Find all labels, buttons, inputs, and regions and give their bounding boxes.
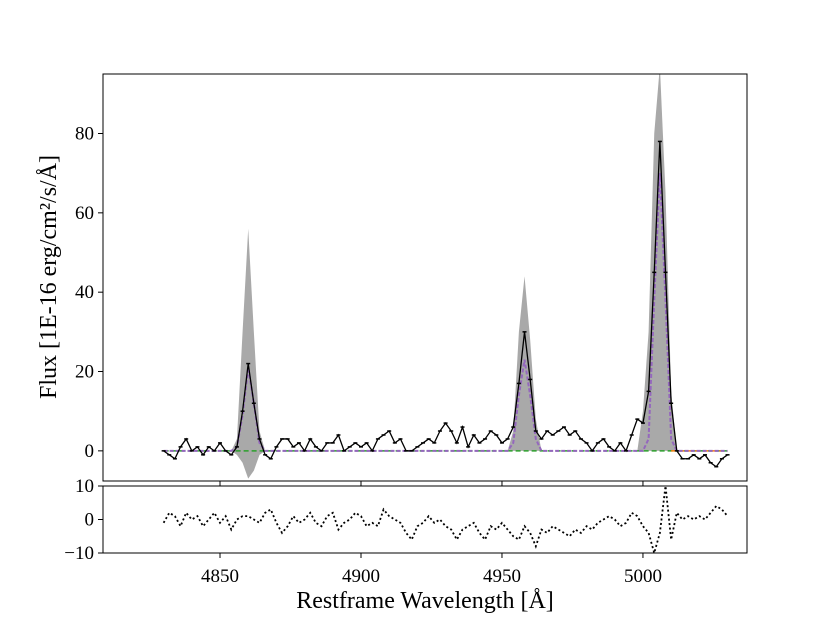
y-tick-label: 80 — [75, 124, 94, 145]
y-tick-label: 20 — [75, 362, 94, 383]
envelope — [163, 74, 728, 479]
main-plot — [161, 74, 730, 479]
y-tick-label: 40 — [75, 282, 94, 303]
y-tick-label: 60 — [75, 203, 94, 224]
x-axis-label: Restframe Wavelength [Å] — [296, 588, 554, 614]
residual-frame — [102, 485, 748, 554]
residual-plot — [162, 486, 729, 553]
x-tick-label: 4900 — [342, 566, 380, 587]
x-tick-label: 4950 — [483, 566, 521, 587]
x-tick-label: 4850 — [201, 566, 239, 587]
y-axis-label: Flux [1E-16 erg/cm²/s/Å] — [36, 155, 62, 399]
main-frame — [102, 73, 748, 482]
y-tick-label: −10 — [64, 543, 94, 564]
y-tick-label: 0 — [85, 441, 95, 462]
y-tick-label: 0 — [85, 510, 95, 531]
y-tick-label: 10 — [75, 476, 94, 497]
residual-line — [162, 486, 729, 553]
x-tick-label: 5000 — [624, 566, 662, 587]
